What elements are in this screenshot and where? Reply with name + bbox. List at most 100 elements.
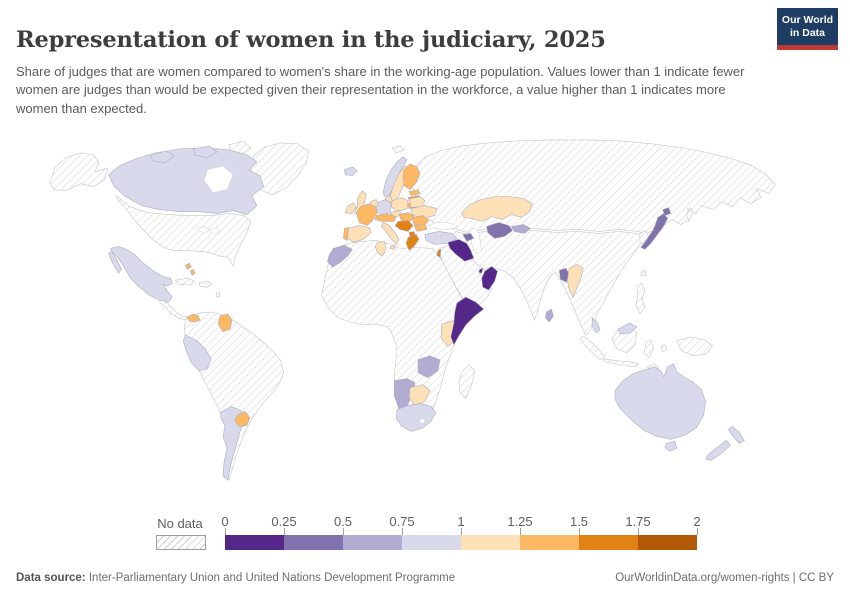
region-ukraine[interactable] [410, 205, 438, 219]
region-zambia[interactable] [417, 355, 441, 379]
region-austria[interactable] [374, 213, 397, 222]
data-source-label: Data source: [16, 572, 86, 584]
region-ireland[interactable] [345, 202, 357, 214]
legend-band[interactable] [225, 535, 284, 550]
region-oman[interactable] [481, 265, 498, 291]
legend-tick-label: 1.75 [625, 514, 651, 529]
nodata-region-philippines[interactable] [635, 282, 646, 315]
legend-ticks: 0 0.25 0.5 0.75 1 1.25 1.5 1.75 2 [221, 514, 701, 535]
region-uzbekistan[interactable] [486, 222, 513, 239]
nodata-region-hispaniola[interactable] [198, 280, 213, 288]
nodata-region-java[interactable] [602, 358, 640, 368]
region-panama[interactable] [186, 313, 201, 323]
region-morocco[interactable] [327, 245, 353, 268]
region-norway[interactable] [382, 156, 408, 197]
region-tunisia[interactable] [374, 241, 387, 257]
region-canada-arctic-1[interactable] [151, 150, 175, 164]
region-bahamas-2[interactable] [189, 268, 196, 276]
legend-band[interactable] [343, 535, 402, 550]
region-new-zealand-north[interactable] [728, 426, 745, 444]
chart-subtitle: Share of judges that are women compared … [16, 64, 745, 116]
region-japan-honshu[interactable] [640, 213, 669, 250]
legend-band[interactable] [461, 535, 520, 550]
world-map [0, 125, 850, 513]
nodata-region-taiwan[interactable] [640, 269, 647, 277]
region-azerbaijan[interactable] [462, 233, 475, 242]
nodata-region-alaska[interactable] [49, 152, 109, 191]
nodata-region-cuba[interactable] [174, 277, 195, 286]
legend-colorbar [225, 535, 697, 550]
region-hungary[interactable] [398, 212, 415, 222]
region-qatar[interactable] [478, 267, 484, 274]
region-portugal[interactable] [343, 227, 349, 241]
legend-tick-label: 0 [221, 514, 229, 529]
nodata-region-south-america[interactable] [183, 311, 285, 481]
region-myanmar[interactable] [566, 263, 584, 298]
region-malaysia-east[interactable] [617, 322, 638, 335]
region-somalia[interactable] [450, 296, 485, 346]
region-mexico[interactable] [110, 246, 173, 303]
region-iceland[interactable] [344, 166, 358, 177]
region-uruguay[interactable] [234, 411, 251, 427]
region-guyana[interactable] [217, 313, 233, 333]
legend-tick-mark [520, 528, 521, 535]
region-sri-lanka[interactable] [545, 308, 554, 323]
region-canada[interactable] [108, 147, 265, 215]
region-mexico-baja[interactable] [108, 250, 122, 274]
region-namibia[interactable] [393, 378, 416, 409]
region-poland[interactable] [390, 197, 409, 212]
region-bahamas[interactable] [184, 262, 192, 270]
nodata-region-madagascar[interactable] [458, 364, 476, 400]
nodata-region-svalbard[interactable] [391, 145, 405, 154]
region-italy-sicily[interactable] [389, 245, 396, 250]
nodata-region-new-guinea[interactable] [676, 336, 713, 357]
legend-band[interactable] [579, 535, 638, 550]
owid-logo-accent-bar [777, 45, 838, 50]
region-germany[interactable] [375, 199, 392, 216]
region-south-africa[interactable] [395, 403, 437, 432]
region-bulgaria[interactable] [413, 224, 428, 232]
legend-tick-label: 0.5 [333, 514, 353, 529]
legend-tick-label: 1.5 [569, 514, 589, 529]
great-lakes [196, 226, 210, 234]
region-malaysia-peninsula[interactable] [591, 317, 601, 334]
nodata-region-russia[interactable] [409, 139, 776, 234]
region-peru[interactable] [182, 334, 212, 372]
nodata-region-moluccas[interactable] [660, 344, 668, 353]
nodata-region-sumatra[interactable] [579, 335, 606, 361]
region-finland[interactable] [402, 163, 421, 191]
region-kazakhstan[interactable] [461, 196, 533, 222]
legend-band[interactable] [284, 535, 343, 550]
nodata-region-central-america[interactable] [158, 298, 188, 321]
nodata-region-lesser-antilles[interactable] [215, 291, 221, 298]
region-iraq[interactable] [447, 239, 475, 262]
region-canada-arctic-2[interactable] [192, 145, 218, 159]
region-israel[interactable] [436, 248, 442, 258]
data-source-text: Inter-Parliamentary Union and United Nat… [85, 572, 456, 584]
legend-band[interactable] [638, 535, 697, 550]
region-italy[interactable] [380, 222, 400, 245]
region-belarus[interactable] [408, 196, 426, 208]
nodata-region-usa[interactable] [115, 195, 252, 268]
owid-logo[interactable]: Our World in Data [777, 8, 838, 50]
region-spain[interactable] [346, 225, 372, 243]
region-tasmania[interactable] [664, 441, 678, 452]
region-balkans[interactable] [394, 220, 414, 232]
nodata-region-sakhalin[interactable] [686, 206, 693, 223]
legend-no-data-swatch[interactable] [156, 535, 206, 550]
legend-band[interactable] [402, 535, 461, 550]
region-kyrgyzstan[interactable] [511, 224, 531, 234]
region-france[interactable] [356, 203, 378, 226]
region-estonia[interactable] [408, 189, 421, 196]
owid-logo-text: Our World in Data [781, 14, 834, 39]
region-greece[interactable] [405, 234, 420, 251]
region-new-zealand-south[interactable] [705, 439, 731, 461]
owid-license-link[interactable]: OurWorldinData.org/women-rights | CC BY [615, 572, 834, 584]
region-romania[interactable] [411, 215, 430, 226]
legend-tick-label: 0.75 [389, 514, 415, 529]
nodata-region-sulawesi[interactable] [643, 339, 655, 359]
nodata-region-africa[interactable] [321, 240, 483, 429]
region-botswana[interactable] [408, 384, 431, 407]
legend-band[interactable] [520, 535, 579, 550]
region-australia[interactable] [614, 363, 706, 440]
